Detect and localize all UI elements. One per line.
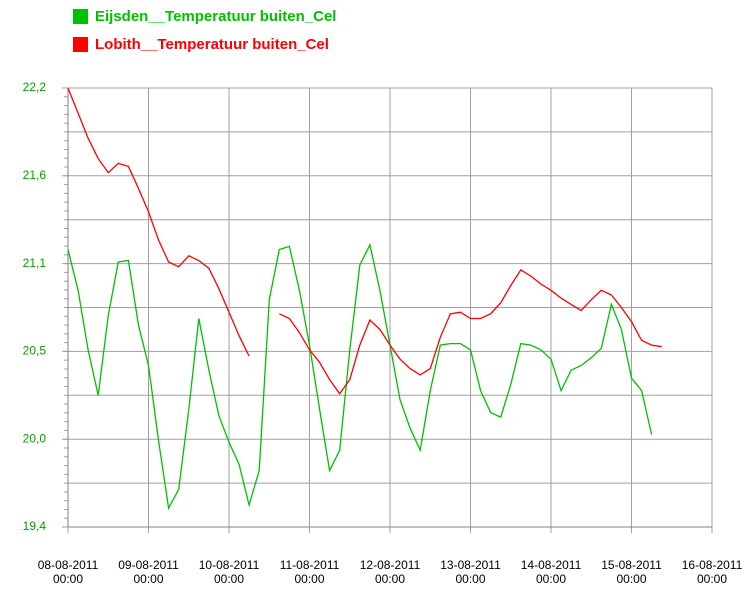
x-tick-label: 00:00 (455, 572, 485, 586)
x-tick-label: 00:00 (697, 572, 727, 586)
series-line (67, 87, 662, 395)
legend-swatch (73, 37, 88, 52)
x-tick-label: 00:00 (616, 572, 646, 586)
y-tick-label: 20,5 (23, 344, 47, 358)
x-tick-label: 09-08-2011 (118, 558, 179, 572)
x-tick-label: 16-08-2011 (682, 558, 743, 572)
x-tick-label: 00:00 (294, 572, 324, 586)
x-tick-label: 00:00 (375, 572, 405, 586)
y-tick-label: 19,4 (23, 519, 47, 533)
x-tick-label: 14-08-2011 (521, 558, 582, 572)
x-tick-label: 00:00 (133, 572, 163, 586)
x-tick-label: 10-08-2011 (199, 558, 260, 572)
x-tick-label: 00:00 (536, 572, 566, 586)
x-tick-label: 11-08-2011 (280, 558, 340, 572)
legend-swatch (73, 9, 88, 24)
x-tick-label: 00:00 (53, 572, 83, 586)
y-tick-label: 20,0 (23, 431, 47, 445)
x-tick-label: 00:00 (214, 572, 244, 586)
y-tick-label: 21,6 (23, 168, 47, 182)
legend-label: Eijsden__Temperatuur buiten_Cel (95, 8, 336, 25)
y-tick-label: 21,1 (23, 256, 47, 270)
series-line (67, 242, 653, 511)
x-tick-label: 13-08-2011 (440, 558, 501, 572)
legend-label: Lobith__Temperatuur buiten_Cel (95, 36, 329, 53)
y-tick-label: 22,2 (23, 80, 47, 94)
x-tick-label: 08-08-2011 (38, 558, 99, 572)
x-tick-label: 12-08-2011 (360, 558, 421, 572)
x-tick-label: 15-08-2011 (601, 558, 662, 572)
